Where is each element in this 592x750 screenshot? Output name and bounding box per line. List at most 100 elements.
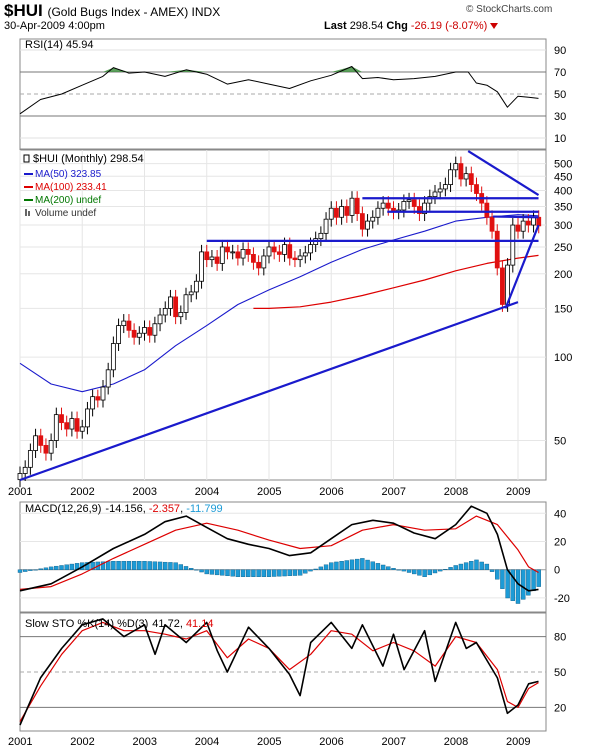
candle-body <box>308 244 313 254</box>
candle-body <box>437 188 443 193</box>
sto-x-tick-label: 2002 <box>70 736 94 748</box>
symbol-title: $HUI (Gold Bugs Index - AMEX) INDX <box>4 1 220 21</box>
macd-hist-bar <box>469 560 474 570</box>
macd-hist-bar <box>495 569 500 580</box>
macd-hist-bar <box>536 569 541 587</box>
macd-plot <box>17 505 541 604</box>
macd-hist-bar <box>479 561 484 570</box>
macd-line <box>19 505 539 592</box>
macd-hist-bar <box>59 565 64 570</box>
last-label: Last <box>324 20 347 32</box>
macd-hist-bar <box>111 561 116 570</box>
macd-legend-hist: -11.799 <box>186 503 223 515</box>
price-legend: $HUI (Monthly) 298.54 MA(50) 323.85 MA(1… <box>23 153 144 219</box>
datetime: 30-Apr-2009 4:00pm <box>4 20 105 32</box>
macd-hist-bar <box>458 563 464 570</box>
rsi-tick-label: 10 <box>554 133 566 145</box>
macd-hist-bar <box>235 569 241 577</box>
macd-hist-bar <box>64 564 69 570</box>
macd-hist-bar <box>354 558 360 570</box>
macd-grid <box>20 512 546 599</box>
candle-body <box>328 207 334 220</box>
macd-hist-bar <box>463 562 469 570</box>
sto-legend-prefix: Slow STO %K(14) %D(3) <box>25 618 148 630</box>
macd-hist-bar <box>131 561 137 570</box>
macd-tick-label: 20 <box>554 536 566 548</box>
macd-hist-bar <box>365 559 370 570</box>
price-x-tick-label: 2006 <box>319 486 343 498</box>
candle-body <box>334 207 339 218</box>
macd-hist-bar <box>194 569 199 571</box>
candle-body <box>240 249 246 259</box>
macd-hist-bar <box>266 569 272 577</box>
sto-tick-label: 20 <box>554 702 566 714</box>
legend-volume: Volume undef <box>35 208 96 219</box>
macd-hist-bar <box>17 569 23 573</box>
macd-hist-bar <box>152 561 158 570</box>
chg-label: Chg <box>386 20 408 32</box>
candle-body <box>365 220 370 230</box>
candle-body <box>458 163 464 180</box>
candle-body <box>209 256 215 261</box>
macd-hist-bar <box>199 569 204 573</box>
candle-body <box>349 197 355 216</box>
candle-body <box>380 202 386 209</box>
legend-price: $HUI (Monthly) 298.54 <box>33 153 144 165</box>
legend-ma50: MA(50) 323.85 <box>35 169 102 180</box>
volume-legend-icon <box>25 209 27 216</box>
sto-legend-k: 41.72 <box>152 618 180 630</box>
candle-body <box>162 307 168 316</box>
macd-hist-bar <box>396 569 401 571</box>
macd-hist-bar <box>360 558 365 570</box>
macd-hist-bar <box>121 561 126 570</box>
brand-logo: © StockCharts.com <box>466 4 553 15</box>
price-x-tick-label: 2003 <box>132 486 156 498</box>
candle-body <box>27 450 33 468</box>
candle-body <box>282 244 287 255</box>
candle-body <box>515 224 521 232</box>
macd-hist-bar <box>69 563 75 570</box>
trendline <box>467 150 540 196</box>
macd-hist-bar <box>100 561 106 570</box>
macd-hist-bar <box>526 569 531 596</box>
candle-body <box>38 435 44 446</box>
macd-hist-bar <box>292 569 298 576</box>
legend-ma100: MA(100) 233.41 <box>35 182 107 193</box>
rsi-overbought-fill <box>165 69 207 72</box>
price-tick-label: 400 <box>554 185 572 197</box>
candle-body <box>188 291 194 296</box>
candle-body <box>448 169 453 185</box>
candle-body <box>256 261 262 269</box>
price-tick-label: 300 <box>554 220 572 232</box>
candle-body <box>22 466 28 474</box>
candle-body <box>225 246 230 253</box>
candle-body <box>323 218 329 234</box>
macd-hist-bar <box>375 563 381 570</box>
candle-body <box>69 418 75 430</box>
macd-legend-value: -14.156 <box>105 503 142 515</box>
macd-hist-bar <box>230 569 235 577</box>
macd-hist-bar <box>386 566 391 570</box>
rsi-tick-label: 90 <box>554 45 566 57</box>
sto-grid <box>20 636 546 708</box>
macd-hist-bar <box>251 569 256 577</box>
candle-body <box>427 196 433 204</box>
macd-hist-bar <box>339 561 344 570</box>
macd-hist-bar <box>427 569 433 576</box>
macd-hist-bar <box>225 569 230 577</box>
macd-hist-bar <box>271 569 277 577</box>
macd-hist-bar <box>48 566 54 570</box>
candle-body <box>142 327 147 334</box>
candle-body <box>105 369 111 388</box>
down-arrow-icon <box>490 23 499 30</box>
candle-body <box>297 255 303 261</box>
macd-hist-bar <box>22 569 28 572</box>
sto-x-tick-label: 2009 <box>506 736 530 748</box>
sto-x-tick-label: 2008 <box>444 736 468 748</box>
candle-body <box>90 396 96 410</box>
macd-hist-bar <box>277 569 282 577</box>
macd-hist-bar <box>287 569 292 577</box>
candle-body <box>271 246 277 253</box>
candle-body <box>375 207 381 218</box>
